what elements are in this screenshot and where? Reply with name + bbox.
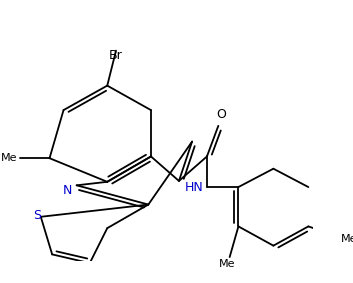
Text: Me: Me	[341, 234, 353, 244]
Text: HN: HN	[185, 181, 203, 194]
Text: S: S	[33, 209, 41, 222]
Text: N: N	[63, 184, 72, 197]
Text: Me: Me	[1, 153, 17, 163]
Text: Br: Br	[109, 48, 123, 61]
Text: Me: Me	[219, 259, 235, 269]
Text: O: O	[216, 108, 226, 121]
